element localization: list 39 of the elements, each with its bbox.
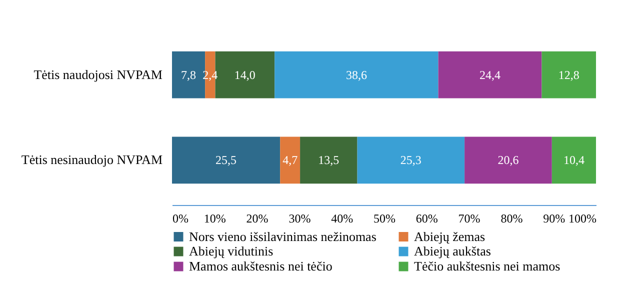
x-tick-label: 50% <box>374 212 396 226</box>
legend-label: Abiejų žemas <box>414 228 486 244</box>
x-tick-label: 100% <box>568 212 596 226</box>
bar <box>274 51 438 98</box>
data-label: 20,6 <box>498 153 519 168</box>
bar <box>280 136 300 184</box>
x-tick-label: 70% <box>458 212 480 226</box>
legend-label: Abiejų aukštas <box>414 244 491 258</box>
data-label: 25,5 <box>216 153 237 168</box>
x-tick-label: 40% <box>331 212 354 226</box>
data-label: 24,4 <box>480 68 500 82</box>
data-label: 12,8 <box>558 68 580 82</box>
data-label: 14,0 <box>234 68 256 82</box>
x-tick-label: 30% <box>288 212 311 226</box>
x-tick-label: 80% <box>500 212 523 226</box>
bar <box>552 136 596 184</box>
data-label: 4,7 <box>282 153 298 168</box>
bar <box>300 136 358 184</box>
x-tick-label: 60% <box>416 212 438 226</box>
y-tick-label: Tėtis naudojosi NVPAM <box>34 66 163 82</box>
bar <box>357 136 465 184</box>
x-tick-label: 90% <box>543 212 566 226</box>
bar <box>464 136 552 184</box>
legend-label: Tėčio aukštesnis nei mamos <box>414 258 560 274</box>
y-tick-label: Tėtis nesinaudojo NVPAM <box>21 152 163 168</box>
data-label: 25,3 <box>400 153 422 168</box>
bar <box>172 136 280 184</box>
bar <box>542 51 596 98</box>
x-tick-label: 20% <box>246 212 268 226</box>
legend-label: Nors vieno išsilavinimas nežinomas <box>189 228 376 244</box>
data-label: 13,5 <box>318 153 340 168</box>
bar <box>438 51 542 98</box>
x-tick-label: 10% <box>204 212 226 226</box>
data-label: 38,6 <box>346 68 367 82</box>
legend-label: Mamos aukštesnis nei tėčio <box>189 258 332 274</box>
legend-label: Abiejų vidutinis <box>189 244 274 258</box>
data-label: 10,4 <box>563 153 584 168</box>
x-tick-label: 0% <box>172 212 188 226</box>
data-label: 7,8 <box>181 68 196 82</box>
